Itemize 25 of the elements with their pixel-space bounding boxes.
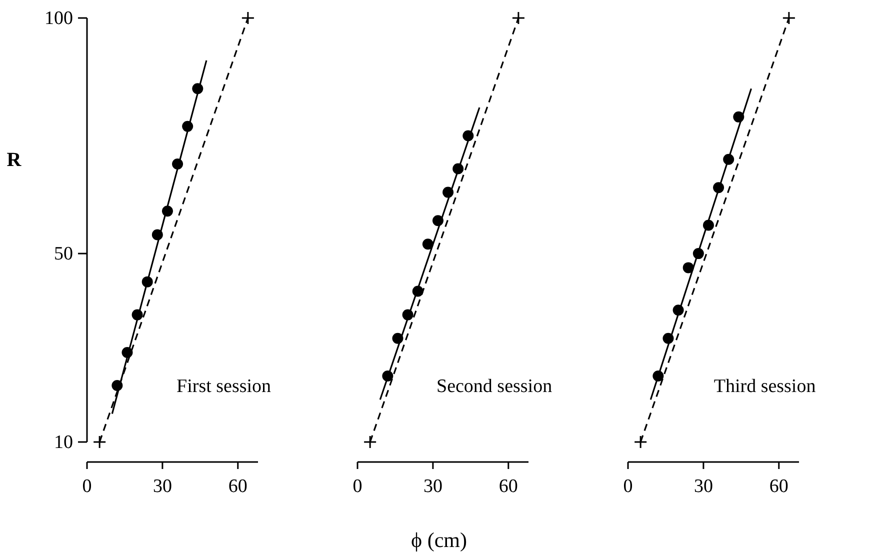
point bbox=[92, 435, 106, 449]
x-tick-label: 0 bbox=[623, 476, 633, 497]
y-axis-title: R bbox=[6, 149, 22, 171]
x-tick-label: 60 bbox=[228, 476, 248, 497]
point bbox=[512, 11, 526, 25]
x-tick-label: 30 bbox=[152, 476, 172, 497]
x-tick-label: 60 bbox=[498, 476, 518, 497]
annotation: Third session bbox=[714, 376, 816, 397]
point bbox=[363, 435, 377, 449]
x-tick-label: 30 bbox=[423, 476, 442, 497]
annotation: First session bbox=[176, 376, 272, 397]
point bbox=[241, 11, 255, 25]
x-tick-label: 60 bbox=[769, 476, 788, 497]
x-tick-label: 30 bbox=[694, 476, 713, 497]
x-tick-label: 0 bbox=[82, 476, 92, 497]
y-tick-label: 100 bbox=[44, 8, 73, 29]
point bbox=[782, 11, 796, 25]
annotation: Second session bbox=[436, 376, 553, 397]
point bbox=[634, 435, 648, 449]
point bbox=[422, 238, 434, 250]
point bbox=[682, 262, 694, 274]
x-axis-title: ϕ (cm) bbox=[411, 528, 467, 552]
x-tick-label: 0 bbox=[352, 476, 362, 497]
y-tick-label: 50 bbox=[54, 244, 73, 265]
y-tick-label: 10 bbox=[54, 432, 73, 453]
